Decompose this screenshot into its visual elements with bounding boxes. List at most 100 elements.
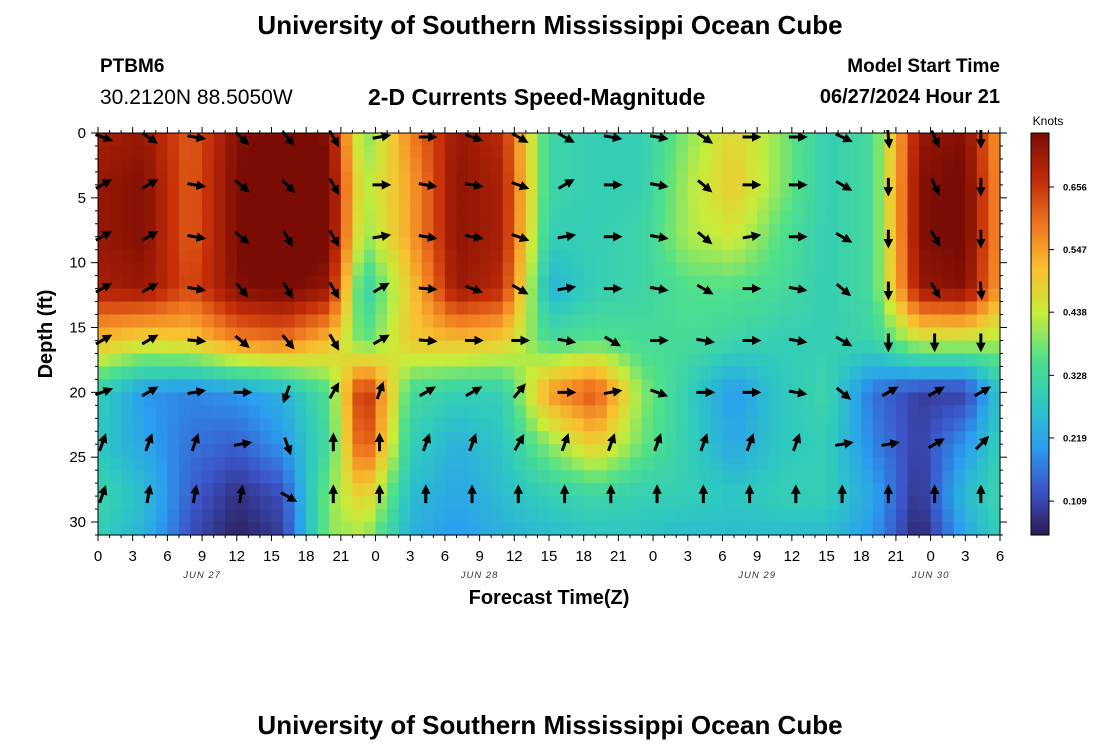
colorbar-tick-label: 0.438 [1063,308,1087,319]
heatmap-cell [213,301,226,316]
heatmap-cell [583,366,596,380]
heatmap-cell [814,457,828,471]
heatmap-cell [687,522,700,536]
heatmap-cell [433,301,446,316]
heatmap-cell [757,236,770,251]
heatmap-cell [745,405,758,419]
heatmap-cell [676,197,689,212]
heatmap-cell [502,418,515,432]
heatmap-cell [942,470,955,484]
heatmap-cell [491,288,504,303]
heatmap-cell [780,340,793,355]
heatmap-cell [849,470,862,484]
heatmap-cell [259,431,273,445]
heatmap-cell [953,353,966,368]
heatmap-cell [294,340,307,355]
heatmap-cell [421,509,434,523]
heatmap-cell [236,470,249,484]
heatmap-cell [595,210,608,225]
heatmap-cell [132,184,145,199]
heatmap-cell [629,483,643,497]
heatmap-cell [757,249,770,264]
heatmap-cell [641,353,654,368]
heatmap-cell [953,509,966,523]
current-arrow [328,178,340,196]
heatmap-cell [306,249,319,264]
heatmap-cell [479,301,492,316]
heatmap-cell [687,470,700,484]
heatmap-cell [734,340,747,355]
heatmap-cell [814,158,828,173]
y-tick-label: 30 [69,514,86,531]
heatmap-cell [271,288,284,303]
heatmap-cell [352,366,365,380]
heatmap-cell [375,522,388,536]
heatmap-cell [780,249,793,264]
heatmap-cell [895,288,909,303]
heatmap-cell [687,184,700,199]
heatmap-cell [884,158,897,173]
heatmap-cell [190,366,203,380]
heatmap-cell [144,236,157,251]
heatmap-cell [491,184,504,199]
heatmap-cell [664,509,677,523]
heatmap-cell [491,522,504,536]
x-tick-label: 3 [684,548,692,565]
x-tick-label: 3 [129,548,137,565]
heatmap-cell [606,405,619,419]
heatmap-cell [468,145,481,160]
heatmap-cell [953,275,966,290]
heatmap-cell [271,184,284,199]
heatmap-cell [144,249,157,264]
heatmap-cell [965,340,978,355]
heatmap-cell [930,470,943,484]
heatmap-cell [595,145,608,160]
heatmap-cell [572,392,585,406]
heatmap-cell [838,470,851,484]
heatmap-cell [398,340,411,355]
heatmap-cell [618,145,631,160]
heatmap-cell [814,418,828,432]
heatmap-cell [213,171,226,186]
heatmap-cell [803,158,816,173]
heatmap-cell [433,366,446,380]
heatmap-cell [976,418,990,432]
x-tick-label: 6 [996,548,1004,565]
heatmap-cell [155,236,168,251]
heatmap-cell [387,470,400,484]
heatmap-cell [236,197,249,212]
current-arrow [187,132,207,143]
heatmap-cell [398,457,411,471]
heatmap-cell [444,496,458,510]
current-arrow [421,433,432,452]
heatmap-cell [965,327,978,342]
heatmap-cell [121,288,134,303]
heatmap-cell [757,392,770,406]
heatmap-cell [734,275,747,290]
heatmap-cell [155,145,168,160]
heatmap-cell [283,522,296,536]
date-label: JUN 28 [460,570,499,581]
heatmap-cell [710,496,724,510]
heatmap-cell [768,431,781,445]
heatmap-cell [525,444,539,458]
heatmap-cell [618,275,631,290]
heatmap-cell [768,496,781,510]
heatmap-cell [479,133,492,147]
heatmap-cell [572,262,585,277]
heatmap-cell [537,249,550,264]
heatmap-cell [144,158,157,173]
heatmap-cell [676,262,689,277]
heatmap-cell [514,249,527,264]
heatmap-cell [109,133,122,147]
heatmap-cell [132,223,145,238]
heatmap-cell [98,366,111,380]
heatmap-cell [907,145,920,160]
heatmap-cell [306,275,319,290]
heatmap-cell [121,483,134,497]
heatmap-cell [387,392,400,406]
heatmap-cell [919,301,932,316]
heatmap-cell [907,236,920,251]
heatmap-cell [502,366,515,380]
heatmap-cell [294,496,307,510]
